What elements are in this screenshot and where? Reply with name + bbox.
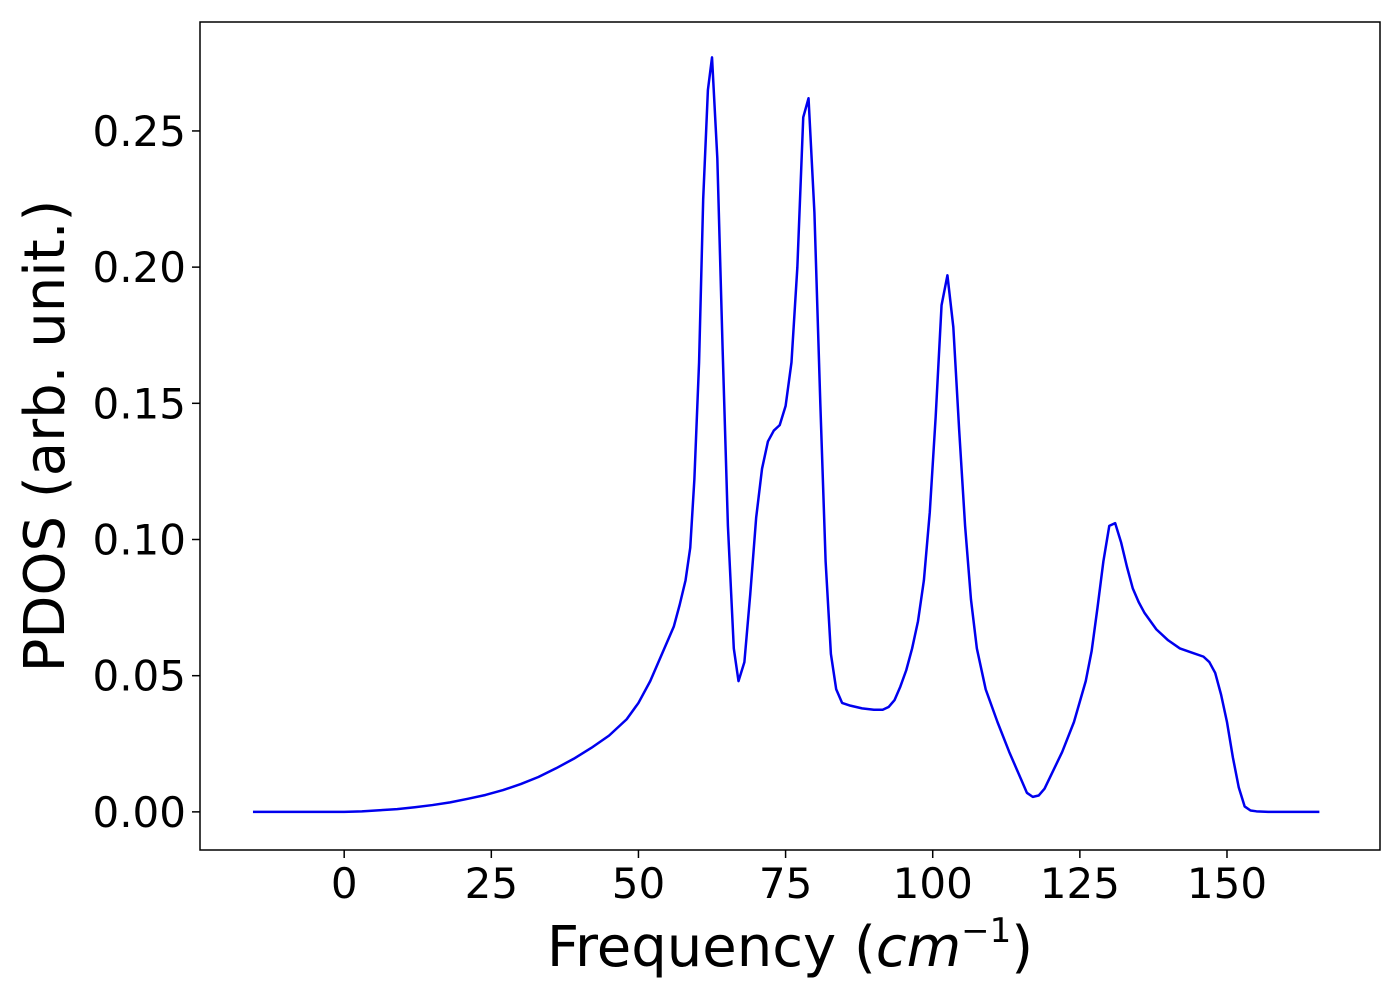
y-tick-label: 0.10 — [92, 516, 186, 565]
y-tick-label: 0.00 — [92, 788, 186, 837]
y-tick-label: 0.05 — [92, 652, 186, 701]
x-tick-label: 50 — [612, 859, 665, 908]
y-tick-label: 0.20 — [92, 243, 186, 292]
plot-frame — [199, 21, 1381, 851]
series-layer — [252, 56, 1320, 814]
x-tick-label: 25 — [465, 859, 518, 908]
x-tick-label: 100 — [893, 859, 973, 908]
x-tick-label: 150 — [1187, 859, 1267, 908]
x-tick-label: 125 — [1040, 859, 1120, 908]
y-tick-label: 0.25 — [92, 107, 186, 156]
y-axis-label: PDOS (arb. unit.) — [13, 200, 78, 673]
x-axis-label: Frequency (cm−1) — [547, 911, 1033, 980]
y-tick-label: 0.15 — [92, 379, 186, 428]
x-tick-label: 0 — [331, 859, 358, 908]
pdos-series-line — [252, 56, 1320, 814]
x-tick-label: 75 — [759, 859, 812, 908]
ticks-layer: 0 25 50 75 100 125 150 0.00 0.05 0.10 0.15 0.20 0.25 — [92, 107, 1267, 908]
